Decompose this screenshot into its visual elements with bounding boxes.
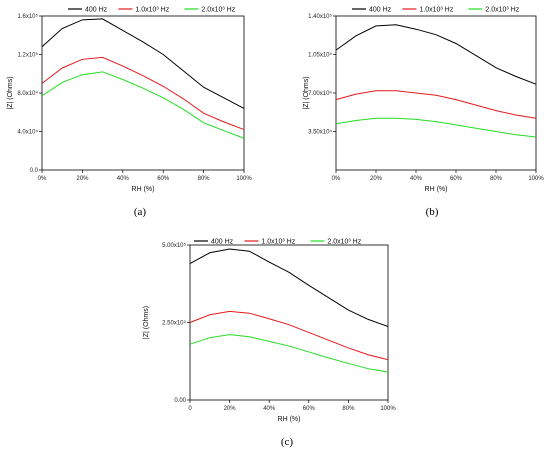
plot-frame	[189, 244, 389, 401]
panel-label: (b)	[426, 206, 439, 218]
plot-frame	[335, 15, 537, 171]
y-tick-label: 1.6x10⁵	[17, 13, 38, 20]
x-tick-label: 40%	[117, 176, 130, 182]
series-line-2-0x10-hz	[189, 334, 389, 373]
y-tick-label: 1.40x10⁵	[308, 13, 332, 20]
chart-panel-c: 0 20% 40% 60% 80% 100% 0.00 2.50x10⁵ 5.00x10⁵ RH …	[143, 239, 396, 449]
y-axis-label: |Z| (Ohms)	[303, 76, 310, 109]
x-tick-label: 20%	[224, 406, 237, 412]
legend-entry: 1.0x10³ Hz	[135, 7, 169, 14]
x-tick-label: 100%	[528, 176, 544, 182]
chart-panel-b: 0% 20% 40% 60% 80% 100% 3.50x10⁴ 7.00x10⁴ 1.05x1…	[303, 7, 544, 219]
y-axis-label: |Z| (Ohms)	[7, 76, 14, 109]
x-tick-label: 0	[188, 406, 192, 412]
series-line-400-hz	[335, 24, 537, 85]
series-line-400-hz	[189, 248, 389, 328]
legend-entry: 1.0x10³ Hz	[261, 239, 295, 246]
x-tick-label: 40%	[410, 176, 423, 182]
x-tick-label: 0%	[332, 176, 341, 182]
x-tick-label: 60%	[303, 406, 316, 412]
y-tick-label: 0.0	[30, 168, 39, 174]
y-axis-label: |Z| (Ohms)	[143, 306, 150, 339]
y-tick-label: 7.00x10⁴	[308, 90, 332, 97]
series-line-2-0x10-hz	[335, 117, 537, 138]
y-tick-label: 4.0x10⁴	[17, 129, 38, 136]
chart-panel-a: 0% 20% 40% 60% 80% 100% 0.0 4.0x10⁴ 8.0x10⁴ 1.2x1…	[7, 7, 252, 219]
x-tick-label: 60%	[450, 176, 463, 182]
y-tick-label: 1.05x10⁵	[308, 52, 332, 59]
series-line-1-0x10-hz	[41, 56, 245, 131]
legend-entry: 400 Hz	[211, 239, 234, 246]
series-line-400-hz	[41, 18, 245, 109]
x-axis-label: RH (%)	[132, 186, 155, 193]
series-line-1-0x10-hz	[189, 310, 389, 361]
series-line-2-0x10-hz	[41, 71, 245, 139]
x-tick-label: 20%	[76, 176, 89, 182]
x-tick-label: 0%	[38, 176, 47, 182]
legend-entry: 400 Hz	[85, 7, 108, 14]
x-axis-label: RH (%)	[278, 416, 301, 423]
x-tick-label: 80%	[490, 176, 503, 182]
x-tick-label: 80%	[342, 406, 355, 412]
x-tick-label: 20%	[370, 176, 383, 182]
legend-entry: 400 Hz	[369, 7, 392, 14]
panel-label: (a)	[134, 206, 147, 218]
series-line-1-0x10-hz	[335, 90, 537, 119]
x-tick-label: 60%	[157, 176, 170, 182]
x-tick-label: 80%	[198, 176, 211, 182]
legend-entry: 1.0x10³ Hz	[419, 7, 453, 14]
y-tick-label: 2.50x10⁵	[162, 320, 186, 327]
y-tick-label: 8.0x10⁴	[17, 90, 38, 97]
x-tick-label: 40%	[263, 406, 276, 412]
x-tick-label: 100%	[380, 406, 396, 412]
x-axis-label: RH (%)	[425, 186, 448, 193]
y-tick-label: 3.50x10⁴	[308, 129, 332, 136]
panel-label: (c)	[281, 436, 294, 448]
legend-entry: 2.0x10³ Hz	[327, 239, 361, 246]
y-tick-label: 1.2x10⁵	[17, 52, 38, 59]
x-tick-label: 100%	[236, 176, 252, 182]
legend-entry: 2.0x10³ Hz	[485, 7, 519, 14]
y-tick-label: 0.00	[174, 398, 186, 404]
legend-entry: 2.0x10³ Hz	[201, 7, 235, 14]
y-tick-label: 5.00x10⁵	[162, 242, 186, 249]
